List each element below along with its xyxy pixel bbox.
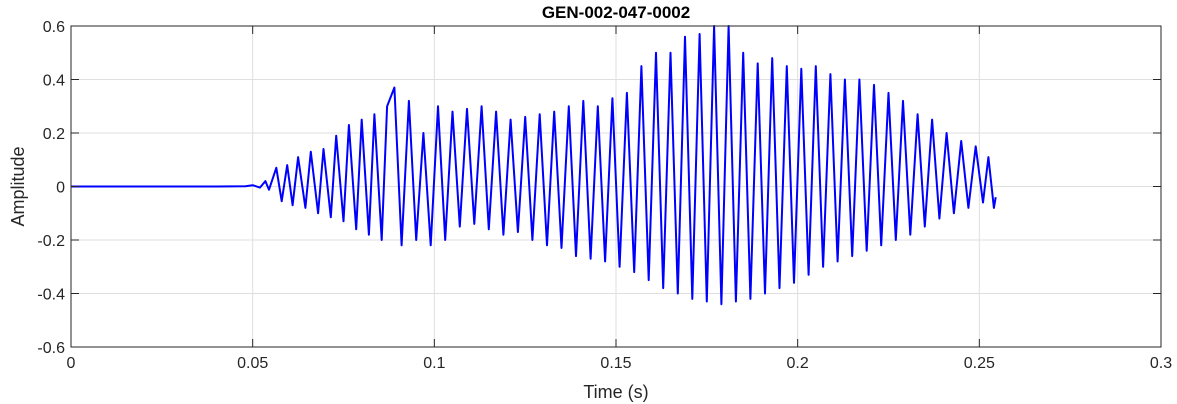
x-tick-label: 0.2	[787, 355, 809, 372]
x-tick-label: 0	[67, 355, 76, 372]
y-tick-label: -0.2	[37, 233, 65, 250]
x-tick-label: 0.15	[600, 355, 631, 372]
x-tick-label: 0.1	[423, 355, 445, 372]
y-axis-label: Amplitude	[8, 146, 28, 226]
y-tick-label: -0.6	[37, 340, 65, 357]
axis-ticks: 0 0.05 0.1 0.15 0.2 0.25 0.3 -0.6 -0.4 -0.2 0 0.2 0.…	[37, 19, 1172, 372]
y-tick-label: 0	[56, 180, 65, 197]
y-tick-label: 0.6	[43, 19, 65, 36]
chart-title: GEN-002-047-0002	[542, 3, 690, 22]
y-tick-label: -0.4	[37, 287, 65, 304]
signal-waveform-line	[71, 25, 997, 306]
x-tick-label: 0.05	[237, 355, 268, 372]
x-tick-label: 0.3	[1150, 355, 1172, 372]
y-tick-label: 0.2	[43, 126, 65, 143]
x-axis-label: Time (s)	[583, 382, 648, 402]
y-tick-label: 0.4	[43, 73, 65, 90]
x-tick-label: 0.25	[964, 355, 995, 372]
